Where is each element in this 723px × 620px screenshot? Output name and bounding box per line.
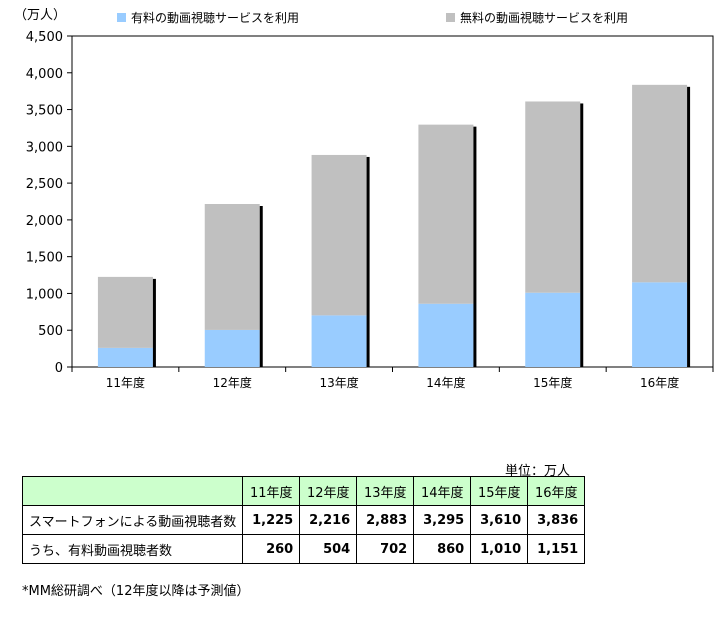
x-tick-label: 11年度: [106, 375, 145, 390]
legend: 有料の動画視聴サービスを利用 無料の動画視聴サービスを利用: [117, 10, 628, 25]
table-header-cell: 12年度: [299, 476, 358, 506]
bar-paid: [632, 282, 688, 367]
table-row: うち、有料動画視聴者数 260 504 702 860 1,010 1,151: [21, 534, 586, 564]
table-cell: 3,836: [527, 505, 586, 535]
y-unit-label: （万人）: [14, 8, 66, 23]
y-tick-label: 0: [55, 361, 63, 376]
bar-paid: [204, 329, 260, 367]
table-header-cell: [21, 476, 244, 506]
stacked-bar-chart: （万人） 有料の動画視聴サービスを利用 無料の動画視聴サービスを利用 0 500 1,…: [14, 8, 714, 390]
table-cell: 1,010: [470, 534, 529, 564]
source-note: *MM総研調べ（12年度以降は予測値）: [22, 584, 250, 599]
y-tick-label: 4,500: [26, 30, 63, 45]
table-header-cell: 11年度: [242, 476, 301, 506]
x-tick-label: 12年度: [213, 375, 252, 390]
bar-shadow: [366, 156, 370, 367]
bar-shadow: [473, 126, 477, 367]
table-cell: 702: [356, 534, 415, 564]
bar-free: [204, 204, 260, 330]
table-cell: 3,295: [413, 505, 472, 535]
legend-label: 有料の動画視聴サービスを利用: [131, 10, 299, 25]
table-header-cell: 15年度: [470, 476, 529, 506]
table-cell: 1,225: [242, 505, 301, 535]
bar-paid: [97, 347, 153, 367]
table-cell: 2,216: [299, 505, 358, 535]
data-table: 11年度 12年度 13年度 14年度 15年度 16年度 スマートフォンによる…: [21, 476, 586, 564]
x-tick-label: 14年度: [426, 375, 465, 390]
table-header-cell: 16年度: [527, 476, 586, 506]
bar-shadow: [687, 86, 691, 368]
bar-paid: [418, 303, 474, 367]
table-header-row: 11年度 12年度 13年度 14年度 15年度 16年度: [21, 476, 586, 506]
y-tick-label: 500: [38, 324, 63, 339]
table-unit-label: 単位：万人: [505, 464, 571, 479]
row-label: うち、有料動画視聴者数: [21, 534, 244, 564]
table-cell: 3,610: [470, 505, 529, 535]
y-tick-label: 4,000: [26, 67, 63, 82]
y-tick-label: 2,500: [26, 177, 63, 192]
bar-free: [525, 101, 581, 293]
table-cell: 260: [242, 534, 301, 564]
bar-free: [311, 154, 367, 316]
legend-label: 無料の動画視聴サービスを利用: [460, 10, 628, 25]
table-cell: 1,151: [527, 534, 586, 564]
bar-shadow: [580, 103, 584, 367]
y-tick-label: 1,500: [26, 251, 63, 266]
table-cell: 504: [299, 534, 358, 564]
y-tick-label: 3,000: [26, 140, 63, 155]
row-label: スマートフォンによる動画視聴者数: [21, 505, 244, 535]
y-tick-label: 1,000: [26, 287, 63, 302]
x-tick-label: 16年度: [640, 375, 679, 390]
legend-swatch: [446, 13, 455, 22]
y-tick-label: 2,000: [26, 214, 63, 229]
bar-free: [418, 124, 474, 304]
bar-free: [632, 84, 688, 283]
table-header-cell: 14年度: [413, 476, 472, 506]
plot-area: 0 500 1,000 1,500 2,000 2,500 3,000 3,500 4,000 4…: [26, 30, 714, 390]
x-tick-label: 13年度: [319, 375, 358, 390]
bar-paid: [525, 292, 581, 367]
table-header-cell: 13年度: [356, 476, 415, 506]
bar-shadow: [259, 206, 263, 367]
table-cell: 2,883: [356, 505, 415, 535]
bar-paid: [311, 315, 367, 367]
legend-swatch: [117, 13, 126, 22]
table-cell: 860: [413, 534, 472, 564]
plot-frame: [71, 35, 714, 368]
x-tick-label: 15年度: [533, 375, 572, 390]
table-row: スマートフォンによる動画視聴者数 1,225 2,216 2,883 3,295…: [21, 505, 586, 535]
bar-shadow: [152, 278, 156, 367]
bar-free: [97, 276, 153, 348]
y-tick-label: 3,500: [26, 104, 63, 119]
